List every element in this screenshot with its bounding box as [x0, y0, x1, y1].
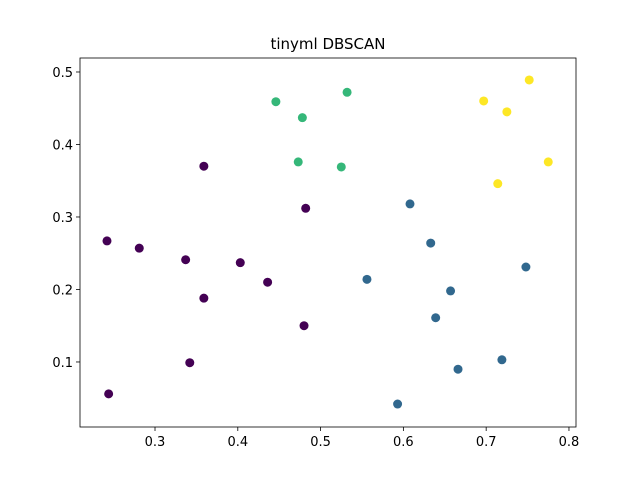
point — [362, 274, 372, 284]
point — [493, 179, 503, 189]
point — [521, 262, 531, 272]
x-tick-label: 0.4 — [227, 435, 248, 450]
point — [502, 107, 512, 117]
x-tick-label: 0.6 — [393, 435, 414, 450]
point — [479, 96, 489, 106]
point — [405, 199, 415, 209]
plot-frame — [79, 57, 577, 428]
x-tick-label: 0.8 — [559, 435, 580, 450]
y-tick-label: 0.5 — [52, 66, 73, 81]
point — [263, 277, 273, 287]
point — [446, 286, 456, 296]
y-tick-label: 0.3 — [52, 211, 73, 226]
point — [336, 162, 346, 172]
point — [497, 355, 507, 365]
x-tick-label: 0.3 — [145, 435, 166, 450]
y-tick-label: 0.4 — [52, 138, 73, 153]
y-tick-label: 0.1 — [52, 356, 73, 371]
point — [102, 236, 112, 246]
point — [199, 161, 209, 171]
x-tick-label: 0.5 — [310, 435, 331, 450]
point — [104, 389, 114, 399]
y-tick-label: 0.2 — [52, 283, 73, 298]
point — [185, 358, 195, 368]
point — [301, 203, 311, 213]
point — [297, 113, 307, 123]
point — [293, 157, 303, 167]
chart-title: tinyml DBSCAN — [270, 35, 385, 53]
point — [431, 313, 441, 323]
point — [299, 321, 309, 331]
point — [235, 258, 245, 268]
x-tick-label: 0.7 — [476, 435, 497, 450]
point — [524, 75, 534, 85]
point — [271, 97, 281, 107]
point — [453, 364, 463, 374]
point — [199, 293, 209, 303]
point — [181, 255, 191, 265]
point — [426, 238, 436, 248]
point — [134, 243, 144, 253]
point — [543, 157, 553, 167]
point — [393, 399, 403, 409]
point — [342, 87, 352, 97]
